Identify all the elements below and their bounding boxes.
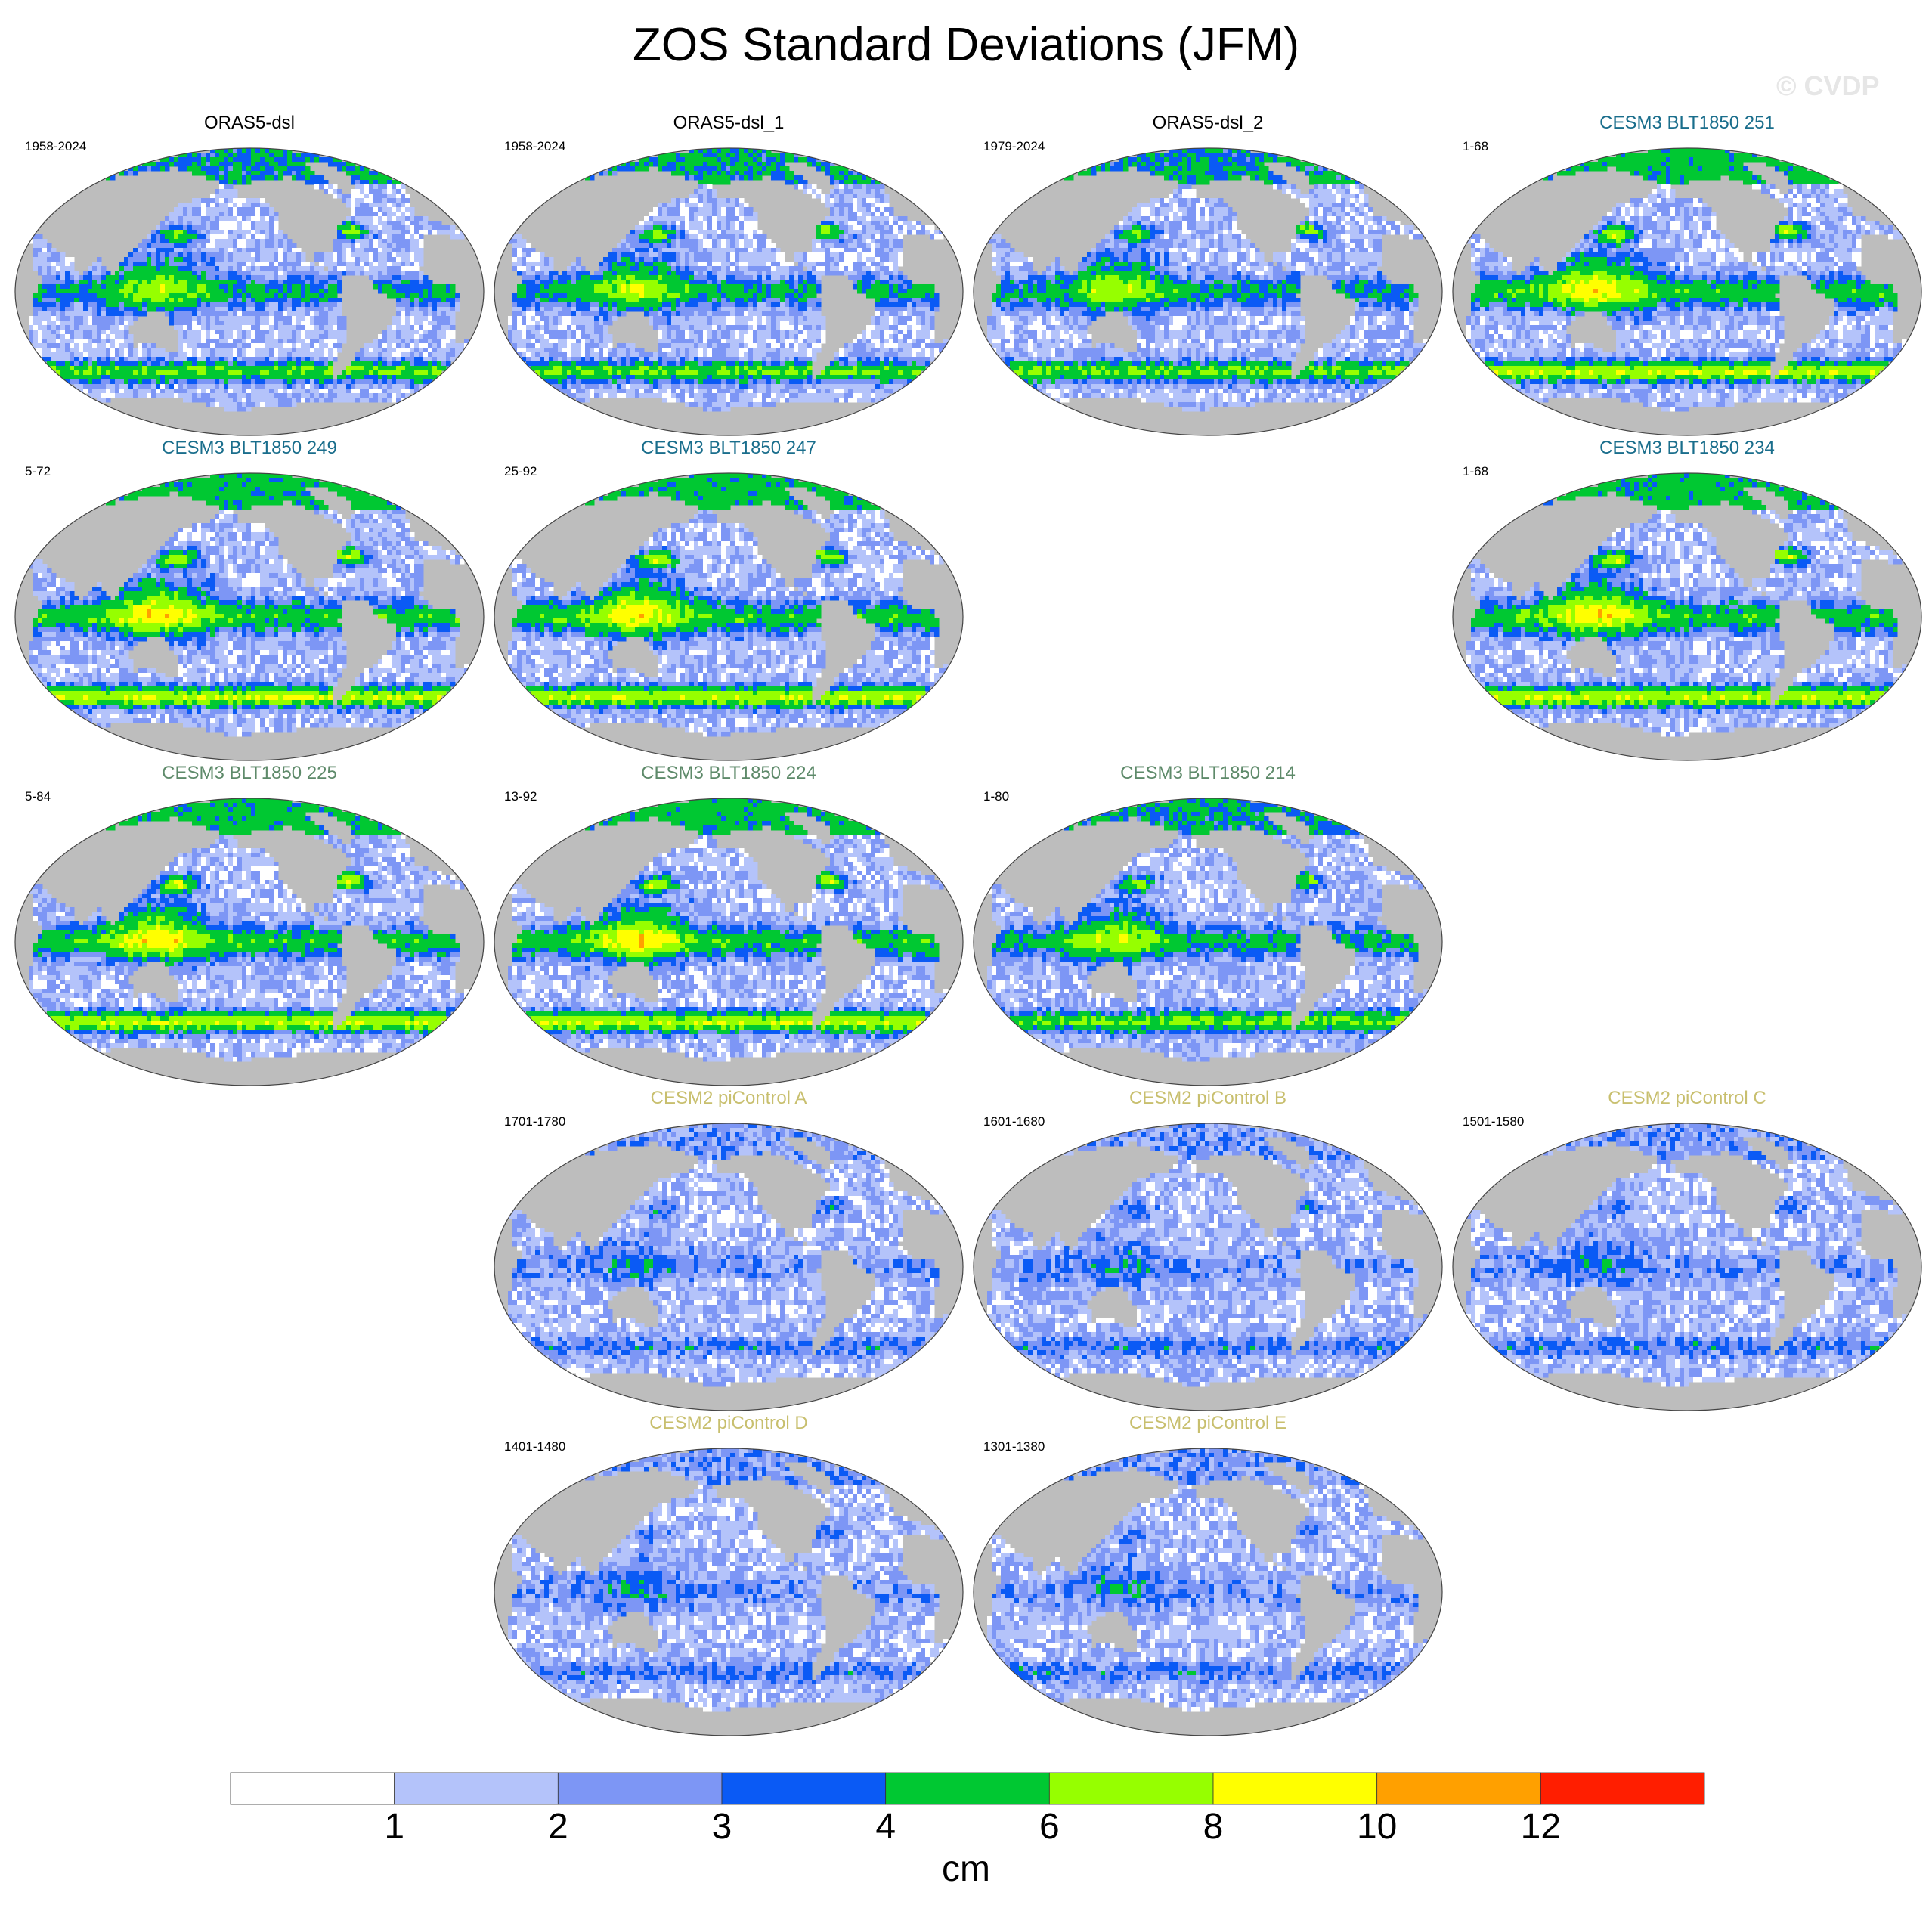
map-panel-cesm3-blt1850-214: CESM3 BLT1850 214 1-80: [970, 762, 1446, 1087]
world-map: [1452, 472, 1922, 761]
colorbar-tick-label: 2: [548, 1807, 568, 1845]
map-panel-oras5-dsl-1: ORAS5-dsl_1 1958-2024: [491, 112, 967, 437]
world-map: [14, 798, 485, 1086]
world-map: [14, 472, 485, 761]
colorbar-tick-label: 6: [1039, 1807, 1060, 1845]
world-map: [973, 1448, 1443, 1736]
map-panel-cesm3-blt1850-251: CESM3 BLT1850 251 1-68: [1449, 112, 1925, 437]
panel-period: 1-68: [1463, 139, 1488, 154]
world-map: [494, 472, 964, 761]
map-panel-cesm3-blt1850-247: CESM3 BLT1850 247 25-92: [491, 437, 967, 762]
colorbar-tick-label: 10: [1357, 1807, 1397, 1845]
cvdp-watermark: © CVDP: [1776, 70, 1880, 103]
panel-period: 1301-1380: [983, 1439, 1045, 1454]
panel-period: 5-84: [25, 789, 51, 804]
panel-title: CESM3 BLT1850 214: [970, 762, 1446, 785]
world-map: [973, 147, 1443, 436]
panel-title: CESM3 BLT1850 247: [491, 437, 967, 460]
panel-title: CESM3 BLT1850 249: [11, 437, 488, 460]
panel-period: 13-92: [504, 789, 537, 804]
colorbar-tick-label: 12: [1521, 1807, 1561, 1845]
colorbar-tick-label: 4: [875, 1807, 896, 1845]
map-panel-cesm3-blt1850-249: CESM3 BLT1850 249 5-72: [11, 437, 488, 762]
panel-title: CESM2 piControl D: [491, 1412, 967, 1435]
panel-period: 1958-2024: [504, 139, 565, 154]
world-map: [14, 147, 485, 436]
panel-period: 1601-1680: [983, 1114, 1045, 1129]
map-panel-cesm3-blt1850-234: CESM3 BLT1850 234 1-68: [1449, 437, 1925, 762]
figure-title: ZOS Standard Deviations (JFM): [0, 15, 1932, 76]
map-panel-oras5-dsl-2: ORAS5-dsl_2 1979-2024: [970, 112, 1446, 437]
panel-period: 25-92: [504, 464, 537, 479]
map-panel-cesm3-blt1850-224: CESM3 BLT1850 224 13-92: [491, 762, 967, 1087]
colorbar-unit-label: cm: [0, 1848, 1932, 1891]
panel-title: CESM3 BLT1850 234: [1449, 437, 1925, 460]
map-panel-cesm2-picontrol-d: CESM2 piControl D 1401-1480: [491, 1412, 967, 1737]
map-panel-cesm2-picontrol-a: CESM2 piControl A 1701-1780: [491, 1087, 967, 1412]
world-map: [973, 1123, 1443, 1411]
panel-period: 1-80: [983, 789, 1009, 804]
map-panel-cesm2-picontrol-b: CESM2 piControl B 1601-1680: [970, 1087, 1446, 1412]
colorbar-tick-label: 8: [1203, 1807, 1224, 1845]
world-map: [494, 798, 964, 1086]
panel-period: 5-72: [25, 464, 51, 479]
panel-title: CESM3 BLT1850 224: [491, 762, 967, 785]
panel-title: CESM3 BLT1850 225: [11, 762, 488, 785]
panel-title: CESM2 piControl C: [1449, 1087, 1925, 1110]
panel-title: ORAS5-dsl_1: [491, 112, 967, 135]
panel-title: CESM2 piControl E: [970, 1412, 1446, 1435]
world-map: [494, 1123, 964, 1411]
panel-title: ORAS5-dsl: [11, 112, 488, 135]
panel-title: ORAS5-dsl_2: [970, 112, 1446, 135]
panel-period: 1958-2024: [25, 139, 86, 154]
world-map: [1452, 1123, 1922, 1411]
world-map: [1452, 147, 1922, 436]
map-panel-cesm2-picontrol-e: CESM2 piControl E 1301-1380: [970, 1412, 1446, 1737]
world-map: [973, 798, 1443, 1086]
panel-title: CESM3 BLT1850 251: [1449, 112, 1925, 135]
map-panel-oras5-dsl: ORAS5-dsl 1958-2024: [11, 112, 488, 437]
panel-period: 1401-1480: [504, 1439, 565, 1454]
colorbar-tick-label: 1: [384, 1807, 404, 1845]
panel-title: CESM2 piControl B: [970, 1087, 1446, 1110]
world-map: [494, 1448, 964, 1736]
map-panel-cesm3-blt1850-225: CESM3 BLT1850 225 5-84: [11, 762, 488, 1087]
colorbar-tick-label: 3: [712, 1807, 732, 1845]
panel-period: 1701-1780: [504, 1114, 565, 1129]
panel-period: 1-68: [1463, 464, 1488, 479]
world-map: [494, 147, 964, 436]
panel-title: CESM2 piControl A: [491, 1087, 967, 1110]
map-panel-cesm2-picontrol-c: CESM2 piControl C 1501-1580: [1449, 1087, 1925, 1412]
colorbar: 1 2 3 4 6 8 10 12: [230, 1772, 1705, 1845]
panel-period: 1501-1580: [1463, 1114, 1524, 1129]
panel-period: 1979-2024: [983, 139, 1045, 154]
